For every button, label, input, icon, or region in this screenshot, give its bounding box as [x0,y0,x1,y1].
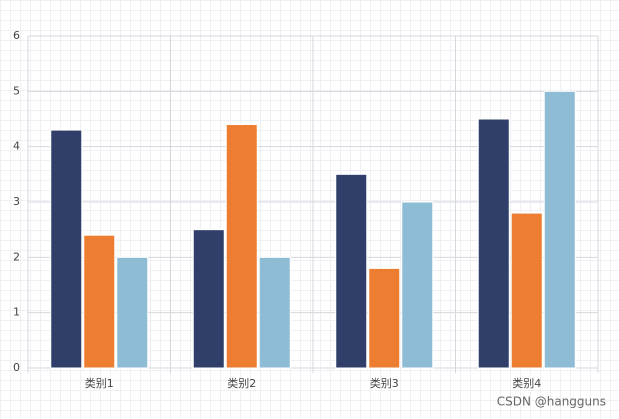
x-tick-label: 类别2 [227,376,256,390]
y-tick-label: 1 [13,306,20,319]
x-tick-label: 类别3 [370,376,399,390]
bar [225,124,258,369]
bar [543,90,576,369]
bar [510,212,543,369]
bar [83,234,116,369]
bar [116,256,149,369]
x-tick-label: 类别4 [512,376,541,390]
y-tick-label: 2 [13,250,20,263]
y-tick-label: 6 [13,29,20,42]
bar [50,129,83,369]
bar [368,267,401,369]
bar [401,201,434,369]
y-tick-label: 5 [13,84,20,97]
bar [335,173,368,369]
y-tick-label: 4 [13,140,20,153]
y-tick-label: 0 [13,361,20,374]
bar [258,256,291,369]
bar [192,229,225,369]
bar [477,118,510,369]
y-tick-label: 3 [13,195,20,208]
x-tick-label: 类别1 [85,376,114,390]
watermark: CSDN @hangguns [497,395,606,409]
